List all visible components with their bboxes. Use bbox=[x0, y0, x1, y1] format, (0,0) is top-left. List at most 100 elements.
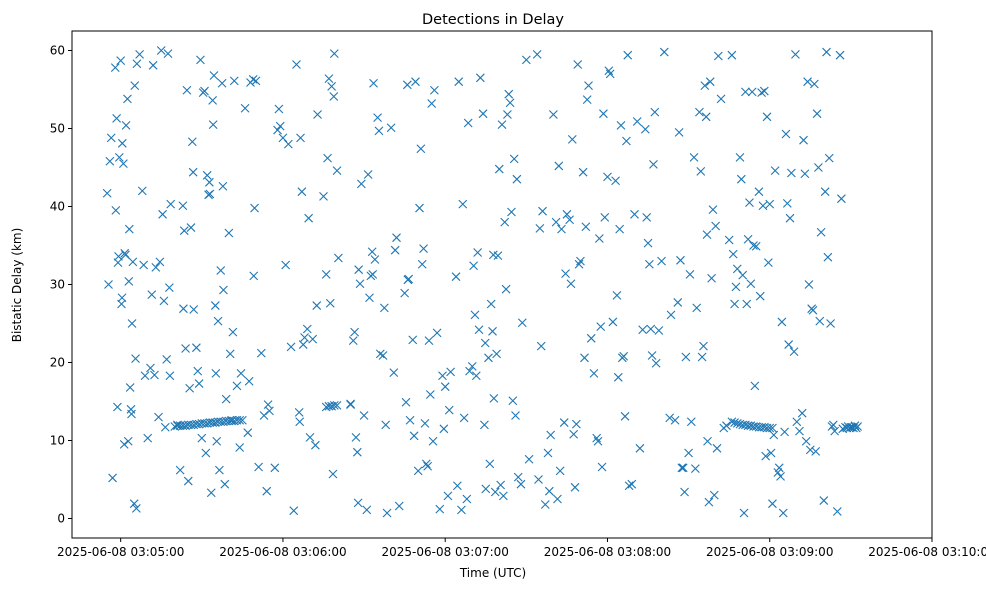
data-point bbox=[469, 261, 478, 271]
data-point bbox=[657, 256, 666, 266]
data-point bbox=[803, 77, 812, 87]
data-point bbox=[677, 463, 687, 473]
data-point bbox=[586, 333, 596, 343]
data-point bbox=[154, 412, 163, 422]
data-point bbox=[451, 272, 461, 282]
data-point bbox=[220, 479, 230, 489]
data-point bbox=[561, 269, 570, 278]
data-point bbox=[213, 316, 223, 326]
data-point bbox=[228, 327, 238, 337]
x-tick-label: 2025-06-08 03:10:00 bbox=[868, 545, 986, 559]
data-point bbox=[471, 371, 481, 381]
data-point bbox=[580, 353, 589, 363]
data-point bbox=[521, 55, 531, 65]
data-point bbox=[121, 120, 131, 130]
data-point bbox=[623, 50, 633, 60]
data-point bbox=[754, 187, 764, 197]
data-point bbox=[131, 354, 140, 363]
data-point bbox=[217, 78, 227, 88]
data-point bbox=[131, 503, 141, 513]
data-point bbox=[354, 265, 364, 275]
data-point bbox=[490, 487, 500, 497]
data-point bbox=[139, 260, 149, 270]
data-point bbox=[121, 250, 130, 260]
data-point bbox=[135, 50, 144, 59]
x-tick-label: 2025-06-08 03:06:00 bbox=[219, 545, 346, 559]
data-point bbox=[600, 213, 610, 222]
data-point bbox=[524, 454, 534, 464]
data-point bbox=[603, 172, 612, 182]
data-point bbox=[256, 348, 266, 358]
data-point bbox=[750, 381, 760, 391]
data-point bbox=[824, 153, 834, 163]
data-point bbox=[592, 433, 602, 443]
data-point bbox=[209, 71, 219, 80]
data-point bbox=[193, 366, 203, 376]
data-point bbox=[124, 224, 134, 234]
data-point bbox=[294, 408, 304, 417]
data-point bbox=[118, 159, 128, 168]
y-tick-label: 20 bbox=[50, 356, 65, 370]
data-point bbox=[346, 400, 355, 410]
data-point bbox=[123, 436, 133, 446]
data-point bbox=[757, 88, 767, 98]
data-point bbox=[774, 463, 784, 473]
data-point bbox=[484, 353, 493, 363]
data-point bbox=[823, 252, 833, 262]
data-point bbox=[401, 397, 411, 407]
data-point bbox=[620, 411, 630, 421]
data-point bbox=[240, 103, 250, 113]
data-point bbox=[786, 168, 796, 178]
data-point bbox=[179, 304, 188, 314]
data-point bbox=[381, 420, 391, 430]
data-point bbox=[782, 198, 792, 208]
data-point bbox=[565, 215, 574, 225]
data-point bbox=[576, 256, 585, 266]
data-point bbox=[424, 336, 434, 346]
data-point bbox=[489, 393, 499, 403]
data-point bbox=[236, 369, 246, 378]
data-point bbox=[727, 417, 737, 427]
data-point bbox=[624, 481, 634, 491]
data-point bbox=[182, 85, 192, 95]
data-point bbox=[654, 326, 664, 335]
data-point bbox=[205, 189, 215, 199]
data-point bbox=[379, 303, 389, 313]
data-point bbox=[692, 303, 702, 313]
data-point bbox=[674, 128, 684, 137]
data-point bbox=[189, 305, 199, 314]
data-point bbox=[432, 328, 442, 338]
data-point bbox=[708, 205, 718, 215]
data-point bbox=[727, 50, 737, 60]
data-point bbox=[463, 118, 473, 128]
data-point bbox=[111, 206, 121, 215]
data-point bbox=[573, 60, 583, 69]
data-point bbox=[113, 402, 122, 412]
data-point bbox=[124, 276, 134, 286]
data-point bbox=[516, 479, 526, 489]
data-point bbox=[159, 296, 169, 306]
data-point bbox=[571, 419, 581, 429]
data-point bbox=[435, 504, 445, 514]
data-point bbox=[532, 50, 542, 59]
data-point bbox=[534, 475, 543, 484]
data-point bbox=[454, 77, 464, 87]
data-point bbox=[632, 117, 642, 126]
data-point bbox=[164, 283, 174, 293]
data-point bbox=[765, 423, 775, 433]
data-point bbox=[622, 136, 631, 146]
data-point bbox=[352, 447, 362, 457]
data-point bbox=[676, 255, 685, 265]
data-point bbox=[300, 333, 309, 342]
data-point bbox=[497, 120, 507, 129]
data-point bbox=[386, 123, 396, 133]
data-point bbox=[151, 262, 161, 272]
data-point bbox=[574, 259, 584, 269]
y-tick-label: 0 bbox=[57, 512, 65, 526]
data-point bbox=[811, 447, 821, 456]
data-point bbox=[389, 368, 399, 378]
data-point bbox=[638, 325, 648, 335]
data-point bbox=[459, 413, 469, 423]
data-point bbox=[202, 170, 212, 180]
data-point bbox=[589, 369, 599, 378]
